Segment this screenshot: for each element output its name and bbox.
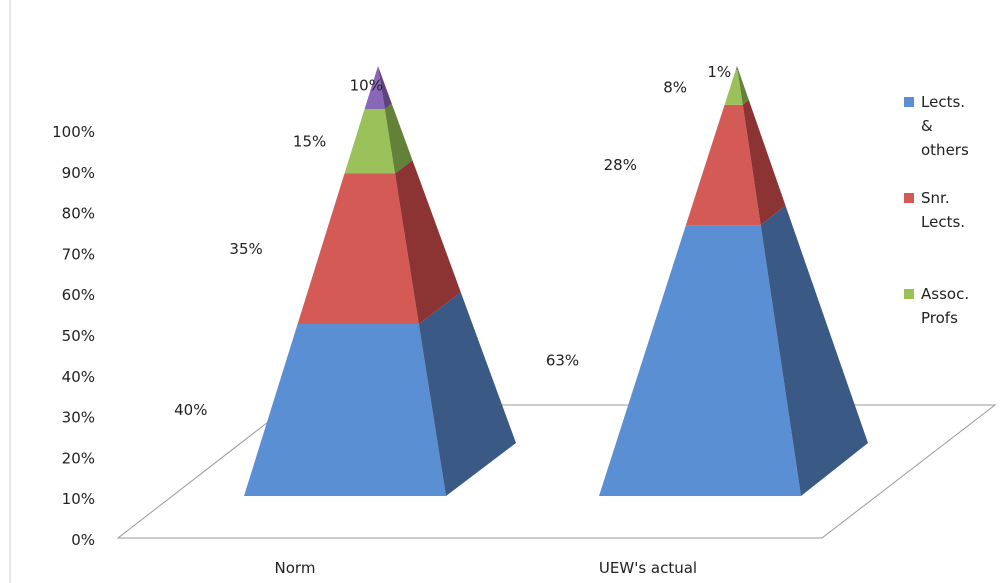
pyramid-segment-front [244, 324, 446, 496]
pyramid-segment-front [599, 225, 801, 496]
pyramid-segment-side [737, 69, 749, 105]
legend-swatch [904, 289, 914, 299]
y-tick-label: 0% [71, 531, 95, 549]
y-tick-label: 100% [52, 123, 95, 141]
data-label: 35% [229, 240, 262, 258]
pyramid-segment-front [364, 66, 385, 109]
data-label: 63% [546, 352, 579, 370]
pyramid-segment-front [297, 173, 419, 324]
pyramid-segment-side [378, 66, 392, 109]
legend-label: Lects. [921, 213, 965, 231]
pyramids [244, 66, 868, 496]
pyramid-segment-side [760, 205, 868, 496]
pyramid-segment-front [735, 66, 738, 71]
legend-label: Snr. [921, 189, 950, 207]
legend-label: & [921, 117, 933, 135]
y-tick-label: 30% [62, 409, 95, 427]
y-tick-label: 90% [62, 164, 95, 182]
pyramid-segment-side [418, 292, 516, 496]
legend-label: Profs [921, 309, 958, 327]
data-label: 15% [293, 132, 326, 150]
y-tick-label: 20% [62, 449, 95, 467]
pyramid-segment-front [724, 70, 743, 105]
y-tick-label: 10% [62, 490, 95, 508]
pyramid-segment-side [395, 160, 461, 324]
y-tick-label: 60% [62, 286, 95, 304]
legend-label: others [921, 141, 969, 159]
data-labels: 40% 35% 15% 10% 63% 28% 8% 1% [174, 63, 731, 419]
y-tick-label: 40% [62, 368, 95, 386]
data-label: 10% [350, 77, 383, 95]
data-label: 28% [604, 156, 637, 174]
data-label: 1% [707, 63, 731, 81]
legend: Lects. & others Snr. Lects. Assoc. Profs [904, 93, 969, 327]
x-axis: Norm UEW's actual [275, 559, 698, 577]
y-tick-label: 80% [62, 205, 95, 223]
x-category-label: UEW's actual [599, 559, 697, 577]
pyramid-segment-side [742, 99, 786, 226]
y-tick-label: 70% [62, 245, 95, 263]
chart-floor [116, 404, 997, 539]
x-category-label: Norm [275, 559, 316, 577]
y-axis: 0% 10% 20% 30% 40% 50% 60% 70% 80% 90% 100% [52, 123, 95, 549]
pyramid-segment-side [737, 66, 739, 71]
legend-label: Lects. [921, 93, 965, 111]
pyramid-segment-front [344, 109, 395, 174]
data-label: 8% [663, 79, 687, 97]
y-tick-label: 50% [62, 327, 95, 345]
data-label: 40% [174, 401, 207, 419]
pyramid-segment-side [384, 103, 413, 174]
legend-swatch [904, 97, 914, 107]
pyramid-segment-front [685, 104, 761, 226]
legend-label: Assoc. [921, 285, 969, 303]
legend-swatch [904, 193, 914, 203]
